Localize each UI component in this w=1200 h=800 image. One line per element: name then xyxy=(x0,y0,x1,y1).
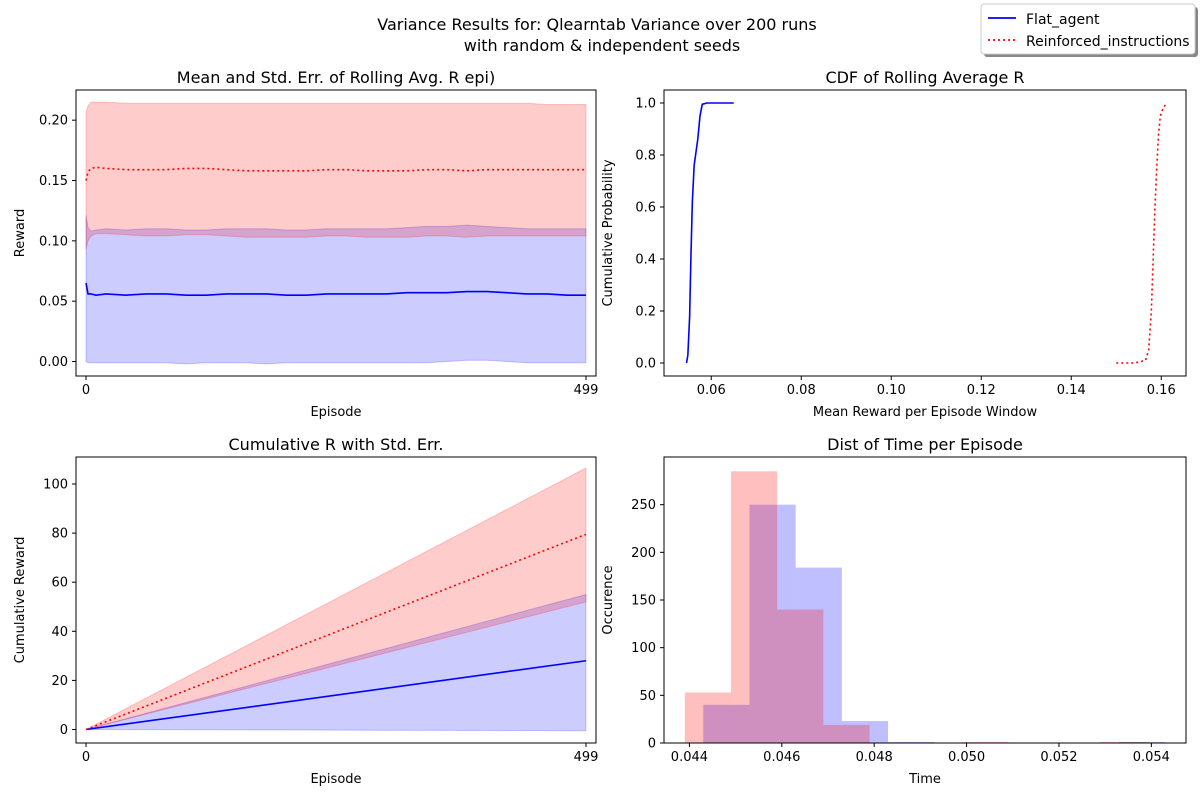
rolling-title: Mean and Std. Err. of Rolling Avg. R epi… xyxy=(177,68,495,87)
cdf-title: CDF of Rolling Average R xyxy=(825,68,1024,87)
cumulative-ylabel: Cumulative Reward xyxy=(13,537,28,664)
hist-ytick-label: 200 xyxy=(631,546,656,561)
suptitle-line2: with random & independent seeds xyxy=(464,36,740,55)
cumulative-xtick-label: 499 xyxy=(574,750,599,765)
legend-frame xyxy=(980,3,1196,55)
cdf-ytick-label: 0.8 xyxy=(635,149,656,164)
hist-ytick-label: 150 xyxy=(631,594,656,609)
rolling-reinforced-instructions-line xyxy=(85,166,586,181)
rolling-flat-agent-line xyxy=(85,282,586,296)
rolling-ytick-label: 0.00 xyxy=(39,355,68,370)
cumulative-flat-agent-line xyxy=(85,659,587,731)
hist-flat-agent-bar xyxy=(703,704,750,743)
legend-label-reinforced-instructions: Reinforced_instructions xyxy=(1026,34,1190,50)
cumulative-plot-area xyxy=(85,467,587,732)
hist-ytick-label: 250 xyxy=(631,498,656,513)
hist-reinforced-instructions-bar xyxy=(684,692,731,743)
cdf-ylabel: Cumulative Probability xyxy=(601,159,616,306)
cdf-xtick-label: 0.12 xyxy=(967,383,996,398)
panel-rolling: 0 499 0.00 0.05 0.10 0.15 0.20 Mean and Std. Er… xyxy=(13,68,598,420)
hist-reinforced-instructions-bar xyxy=(777,609,824,743)
legend-label-flat-agent: Flat_agent xyxy=(1026,12,1100,28)
cdf-ytick-label: 0.0 xyxy=(635,357,656,372)
rolling-frame xyxy=(75,89,597,377)
rolling-xtick-label: 499 xyxy=(574,383,599,398)
rolling-ylabel: Reward xyxy=(13,209,28,257)
cdf-plot-area xyxy=(685,102,1168,364)
hist-xtick-label: 0.046 xyxy=(763,750,800,765)
hist-ytick-label: 100 xyxy=(631,641,656,656)
cdf-xtick-label: 0.14 xyxy=(1057,383,1086,398)
cumulative-ytick-label: 20 xyxy=(51,674,68,689)
rolling-ytick-label: 0.10 xyxy=(39,234,68,249)
figure-legend: Flat_agent Reinforced_instructions xyxy=(980,3,1198,57)
hist-ytick-label: 50 xyxy=(639,689,656,704)
cumulative-ytick-label: 100 xyxy=(43,478,68,493)
cumulative-ytick-label: 0 xyxy=(60,723,68,738)
hist-flat-agent-bar xyxy=(749,504,796,743)
cumulative-xlabel: Episode xyxy=(310,772,361,787)
cdf-ytick-label: 0.4 xyxy=(635,253,656,268)
rolling-flat-agent-stderr-band xyxy=(85,215,587,365)
cdf-ytick-label: 0.6 xyxy=(635,201,656,216)
hist-ylabel: Occurence xyxy=(601,565,616,634)
cdf-ytick-label: 1.0 xyxy=(635,97,656,112)
hist-flat-agent-bar xyxy=(841,721,889,743)
panel-cdf: 0.06 0.08 0.10 0.12 0.14 0.16 0.0 0.2 0.4 0.6 0.8 1… xyxy=(601,68,1187,420)
hist-plot-area xyxy=(684,471,1166,743)
cumulative-frame xyxy=(75,456,597,744)
rolling-reinforced-instructions-stderr-band xyxy=(85,101,587,250)
hist-xtick-label: 0.050 xyxy=(948,750,985,765)
rolling-xlabel: Episode xyxy=(310,405,361,420)
hist-title: Dist of Time per Episode xyxy=(827,435,1023,454)
cdf-xlabel: Mean Reward per Episode Window xyxy=(813,405,1038,420)
hist-xtick-label: 0.044 xyxy=(671,750,708,765)
cdf-xtick-label: 0.16 xyxy=(1147,383,1176,398)
hist-flat-agent-bar xyxy=(795,567,842,743)
cumulative-flat-agent-stderr-band xyxy=(85,593,587,732)
cdf-frame xyxy=(663,89,1187,377)
cdf-reinforced-instructions-line xyxy=(1116,102,1168,364)
hist-reinforced-instructions-bar xyxy=(823,724,870,743)
hist-ytick-label: 0 xyxy=(648,737,656,752)
rolling-xtick-label: 0 xyxy=(82,383,90,398)
cumulative-ytick-label: 40 xyxy=(51,625,68,640)
suptitle-line1: Variance Results for: Qlearntab Variance… xyxy=(377,15,817,34)
cdf-ytick-label: 0.2 xyxy=(635,305,656,320)
rolling-ytick-label: 0.05 xyxy=(39,295,68,310)
rolling-ytick-label: 0.20 xyxy=(39,114,68,129)
rolling-ytick-label: 0.15 xyxy=(39,174,68,189)
panel-hist: 0.044 0.046 0.048 0.050 0.052 0.054 0 50 100 150 2… xyxy=(601,435,1187,787)
cdf-xtick-label: 0.10 xyxy=(877,383,906,398)
cdf-xtick-label: 0.06 xyxy=(697,383,726,398)
cdf-flat-agent-line xyxy=(685,102,734,364)
rolling-plot-area xyxy=(85,101,587,365)
cdf-xtick-label: 0.08 xyxy=(787,383,816,398)
hist-reinforced-instructions-bar xyxy=(730,471,778,743)
hist-xtick-label: 0.052 xyxy=(1040,750,1077,765)
hist-xtick-label: 0.048 xyxy=(856,750,893,765)
hist-xtick-label: 0.054 xyxy=(1133,750,1170,765)
cumulative-ytick-label: 80 xyxy=(51,527,68,542)
cumulative-xtick-label: 0 xyxy=(82,750,90,765)
hist-xlabel: Time xyxy=(908,772,941,787)
panel-cumulative: 0 499 0 20 40 60 80 100 Cumulative R with Std. E… xyxy=(13,435,598,787)
cumulative-ytick-label: 60 xyxy=(51,576,68,591)
cumulative-title: Cumulative R with Std. Err. xyxy=(229,435,444,454)
